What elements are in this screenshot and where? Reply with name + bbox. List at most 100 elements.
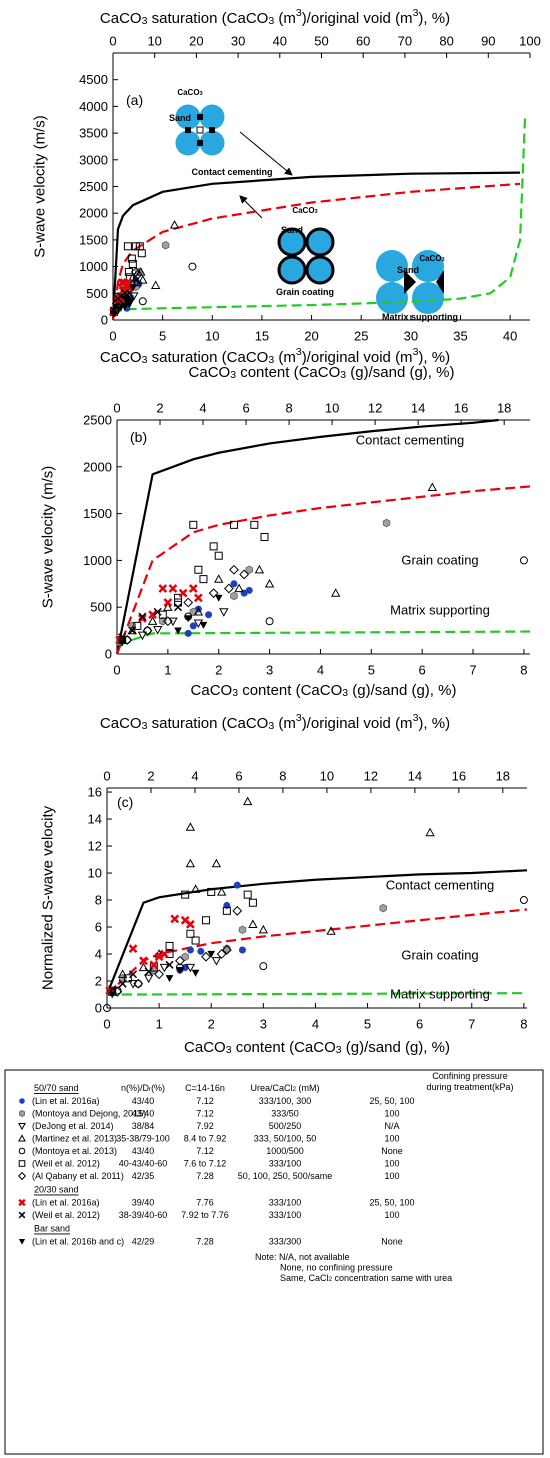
text-part: ), %) bbox=[418, 715, 450, 732]
x2-axis-label: CaCO3 saturation (CaCO3 (m3)/original vo… bbox=[100, 712, 450, 732]
x-tick-label: 35 bbox=[453, 329, 467, 344]
marker bbox=[197, 947, 205, 955]
marker bbox=[185, 963, 196, 973]
marker bbox=[111, 302, 121, 311]
x-tick-label: 7 bbox=[468, 1017, 475, 1032]
marker bbox=[186, 929, 195, 938]
annotation: Sand bbox=[281, 225, 303, 235]
text-part: 3 bbox=[230, 369, 236, 381]
marker bbox=[142, 625, 153, 636]
marker bbox=[208, 588, 219, 599]
y-tick-label: 4 bbox=[95, 947, 102, 962]
table-cell: 38/84 bbox=[132, 1121, 155, 1131]
y-tick-label: 500 bbox=[90, 600, 112, 615]
x-tick-label: 4 bbox=[312, 1017, 319, 1032]
y-tick-label: 4500 bbox=[79, 72, 108, 87]
table-cell: 1000/500 bbox=[266, 1146, 304, 1156]
text-part: (mM) bbox=[296, 1083, 320, 1093]
model-curve bbox=[107, 992, 528, 996]
marker bbox=[265, 617, 274, 626]
y-tick-label: 2500 bbox=[79, 179, 108, 194]
model-curve bbox=[115, 485, 531, 655]
table-cell: 100 bbox=[384, 1210, 399, 1220]
annotation: Contact cementing bbox=[386, 878, 494, 893]
model-curve bbox=[105, 869, 528, 995]
table-cell: 100 bbox=[384, 1109, 399, 1119]
annotation: (b) bbox=[130, 429, 147, 445]
table-cell: None bbox=[381, 1146, 403, 1156]
source-name: (Lin et al. 2016b and c) bbox=[32, 1237, 124, 1247]
sand-grain bbox=[305, 255, 335, 285]
text-part: Same, CaCl bbox=[280, 1273, 329, 1283]
marker bbox=[193, 606, 204, 616]
table-cell: 333/100, 300 bbox=[259, 1096, 312, 1106]
marker bbox=[199, 621, 208, 629]
group-title: 50/70 sand bbox=[34, 1083, 79, 1093]
table-cell: 7.12 bbox=[196, 1146, 214, 1156]
marker bbox=[108, 991, 117, 999]
text-part: n(%)/D bbox=[121, 1083, 150, 1093]
sand-grain bbox=[277, 227, 307, 257]
annotation: (a) bbox=[126, 92, 143, 108]
annotation: Contact cementing bbox=[356, 433, 464, 448]
table-cell: 333/50 bbox=[271, 1109, 299, 1119]
text-part: 3 bbox=[296, 346, 302, 358]
marker bbox=[185, 858, 196, 868]
x-tick-label: 5 bbox=[364, 1017, 371, 1032]
text-part: 3 bbox=[413, 346, 419, 358]
marker bbox=[233, 881, 241, 889]
marker bbox=[188, 584, 198, 593]
x2-axis-label: CaCO3 saturation (CaCO3 (m3)/original vo… bbox=[100, 7, 450, 27]
source-name: (Montoya and Dejong, 2015) bbox=[32, 1109, 146, 1119]
x-tick-label: 5 bbox=[368, 663, 375, 678]
x-tick-label: 6 bbox=[416, 1017, 423, 1032]
marker bbox=[148, 610, 157, 620]
marker bbox=[18, 1160, 26, 1167]
x2-tick-label: 16 bbox=[452, 769, 466, 784]
table-cell: 8.4 to 7.92 bbox=[184, 1134, 227, 1144]
marker bbox=[147, 616, 158, 625]
y-tick-label: 0 bbox=[101, 313, 108, 328]
annotation: Grain coating bbox=[401, 553, 478, 568]
marker bbox=[118, 639, 126, 647]
x2-tick-label: 10 bbox=[320, 769, 334, 784]
arrow bbox=[239, 195, 263, 219]
y-tick-label: 14 bbox=[88, 812, 102, 827]
text-part: saturation (CaCO bbox=[147, 349, 268, 366]
marker bbox=[138, 962, 149, 972]
model-curve bbox=[106, 908, 528, 996]
marker bbox=[229, 520, 238, 529]
y-tick-label: 2000 bbox=[83, 459, 112, 474]
x-tick-label: 8 bbox=[520, 663, 527, 678]
marker bbox=[214, 574, 224, 583]
text-part: content (CaCO bbox=[232, 1039, 336, 1056]
marker bbox=[17, 1171, 27, 1181]
x2-tick-label: 60 bbox=[356, 34, 370, 49]
y-tick-label: 8 bbox=[95, 893, 102, 908]
x-tick-label: 8 bbox=[520, 1017, 527, 1032]
table-cell: 7.6 to 7.12 bbox=[184, 1159, 227, 1169]
marker bbox=[194, 565, 203, 574]
x-tick-label: 0 bbox=[109, 329, 116, 344]
text-part: )/original void (m bbox=[302, 10, 413, 27]
y-tick-label: 4000 bbox=[79, 99, 108, 114]
marker bbox=[234, 583, 244, 593]
sand-grain bbox=[412, 282, 444, 314]
text-part: 3 bbox=[296, 712, 302, 724]
source-name: (Montoya et al. 2013) bbox=[32, 1146, 117, 1156]
x-tick-label: 25 bbox=[354, 329, 368, 344]
marker bbox=[18, 1238, 26, 1245]
table-cell: 25, 50, 100 bbox=[369, 1096, 414, 1106]
table-cell: 43/40 bbox=[132, 1109, 155, 1119]
x2-tick-label: 8 bbox=[285, 401, 292, 416]
text-part: content (CaCO bbox=[236, 364, 340, 381]
sand-grain bbox=[175, 130, 201, 156]
marker bbox=[123, 296, 131, 304]
marker bbox=[124, 267, 133, 276]
table-header: n(%)/Dr(%) bbox=[121, 1083, 165, 1093]
marker bbox=[149, 960, 159, 970]
table-cell: 7.28 bbox=[196, 1171, 214, 1181]
group-title: 20/30 sand bbox=[34, 1185, 79, 1195]
x-tick-label: 1 bbox=[164, 663, 171, 678]
y-tick-label: 3000 bbox=[79, 152, 108, 167]
